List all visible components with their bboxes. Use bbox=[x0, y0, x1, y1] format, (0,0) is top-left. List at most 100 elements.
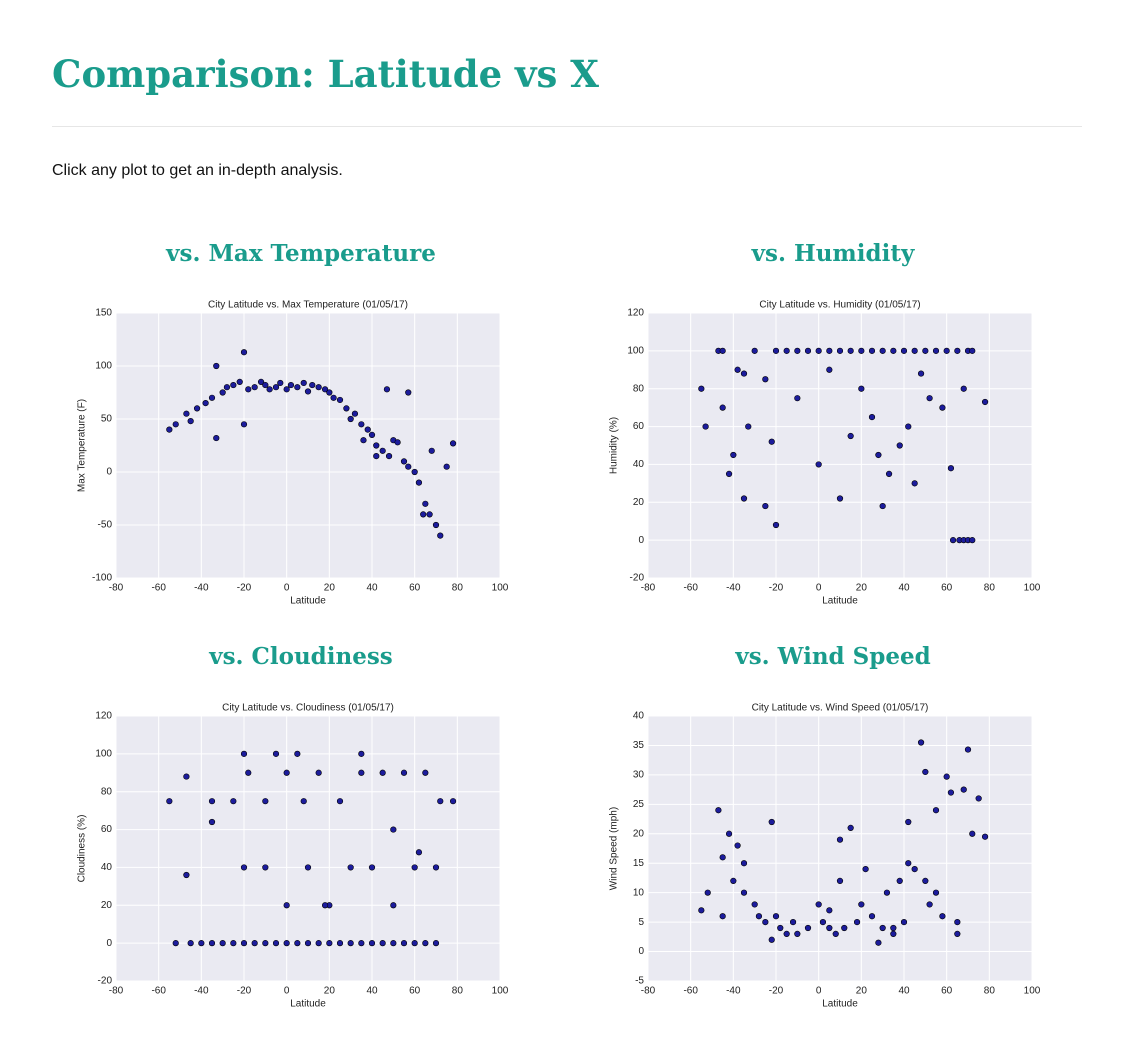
section-heading: vs. Cloudiness bbox=[209, 643, 393, 670]
point bbox=[947, 465, 955, 472]
point bbox=[383, 386, 391, 393]
point bbox=[875, 939, 882, 946]
point bbox=[315, 384, 322, 391]
y-tick-label: 30 bbox=[633, 770, 645, 781]
x-tick-label: 100 bbox=[492, 986, 509, 997]
point bbox=[251, 384, 258, 391]
y-tick-label: 120 bbox=[95, 711, 112, 722]
point bbox=[230, 798, 237, 805]
point bbox=[245, 386, 252, 393]
point bbox=[858, 385, 865, 392]
y-tick-label: 20 bbox=[633, 828, 645, 839]
point bbox=[240, 940, 248, 947]
point bbox=[390, 940, 397, 947]
point bbox=[947, 789, 955, 796]
point bbox=[405, 389, 412, 396]
point bbox=[236, 378, 243, 385]
point bbox=[932, 889, 940, 896]
x-tick-label: -20 bbox=[237, 583, 252, 594]
point bbox=[283, 386, 290, 393]
y-tick-label: 0 bbox=[638, 946, 644, 957]
point bbox=[698, 385, 705, 392]
section-heading: vs. Wind Speed bbox=[735, 643, 931, 670]
y-tick-label: 40 bbox=[633, 459, 645, 470]
point bbox=[879, 502, 886, 510]
x-axis-label: Latitude bbox=[290, 596, 326, 607]
point bbox=[719, 913, 726, 920]
point bbox=[900, 919, 908, 926]
point bbox=[847, 347, 854, 354]
x-tick-label: 20 bbox=[324, 986, 336, 997]
point bbox=[300, 379, 307, 387]
point bbox=[943, 773, 950, 780]
point bbox=[437, 798, 444, 805]
point bbox=[862, 866, 869, 873]
x-tick-label: 40 bbox=[898, 986, 910, 997]
plot[interactable]: City Latitude vs. Wind Speed (01/05/17) -… bbox=[592, 698, 1072, 1018]
point bbox=[762, 502, 769, 510]
point bbox=[208, 394, 216, 401]
x-tick-label: 100 bbox=[1024, 583, 1041, 594]
y-tick-label: 120 bbox=[627, 308, 644, 319]
point bbox=[198, 940, 205, 947]
point bbox=[783, 930, 790, 937]
point bbox=[172, 940, 179, 947]
point bbox=[819, 919, 827, 926]
point bbox=[719, 347, 726, 354]
point bbox=[287, 381, 295, 389]
point bbox=[740, 860, 748, 867]
x-tick-label: 60 bbox=[409, 583, 421, 594]
point bbox=[715, 807, 722, 814]
point bbox=[315, 769, 322, 776]
y-axis-label: Humidity (%) bbox=[609, 417, 620, 474]
point bbox=[794, 930, 801, 937]
point bbox=[202, 399, 209, 407]
point bbox=[954, 930, 961, 937]
x-axis-label: Latitude bbox=[822, 999, 858, 1010]
x-tick-label: -20 bbox=[769, 583, 784, 594]
x-tick-label: 80 bbox=[984, 583, 996, 594]
point bbox=[853, 919, 861, 926]
point bbox=[911, 347, 918, 354]
point bbox=[943, 347, 950, 354]
plot[interactable]: City Latitude vs. Max Temperature (01/05… bbox=[60, 295, 540, 615]
point bbox=[772, 913, 780, 920]
point bbox=[230, 381, 237, 389]
point bbox=[772, 347, 780, 354]
y-tick-label: 100 bbox=[95, 748, 112, 759]
point bbox=[905, 423, 912, 430]
point bbox=[294, 940, 301, 947]
point bbox=[815, 347, 822, 354]
y-tick-label: 40 bbox=[633, 711, 645, 722]
point bbox=[277, 379, 284, 387]
point bbox=[905, 818, 912, 826]
point bbox=[896, 877, 903, 884]
point bbox=[262, 381, 269, 389]
point bbox=[905, 860, 912, 867]
x-tick-label: -80 bbox=[109, 986, 124, 997]
x-tick-label: 80 bbox=[452, 986, 464, 997]
point bbox=[300, 798, 307, 805]
point bbox=[734, 842, 741, 849]
plot[interactable]: City Latitude vs. Cloudiness (01/05/17) -… bbox=[60, 698, 540, 1018]
y-tick-label: -100 bbox=[92, 573, 112, 584]
point bbox=[975, 795, 982, 802]
point bbox=[420, 511, 427, 518]
point bbox=[745, 423, 752, 430]
section-heading: vs. Max Temperature bbox=[166, 240, 436, 267]
x-tick-label: 60 bbox=[941, 583, 953, 594]
point bbox=[432, 521, 440, 529]
point bbox=[379, 447, 386, 454]
point bbox=[240, 750, 248, 757]
point bbox=[890, 924, 897, 932]
point bbox=[390, 826, 397, 833]
x-tick-label: 100 bbox=[492, 583, 509, 594]
point bbox=[411, 940, 418, 947]
point bbox=[411, 468, 418, 476]
y-tick-label: 25 bbox=[633, 799, 645, 810]
chart-title: City Latitude vs. Cloudiness (01/05/17) bbox=[222, 703, 394, 714]
point bbox=[379, 940, 386, 947]
point bbox=[836, 347, 844, 354]
x-axis-label: Latitude bbox=[290, 999, 326, 1010]
plot[interactable]: City Latitude vs. Humidity (01/05/17) -80… bbox=[592, 295, 1072, 615]
